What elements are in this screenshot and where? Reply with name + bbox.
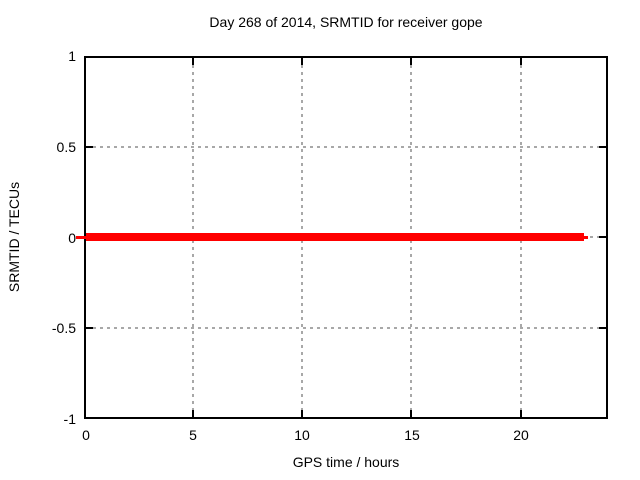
- x-tick-mark: [301, 410, 303, 417]
- x-tick-mark: [410, 410, 412, 417]
- x-tick-label: 20: [513, 427, 529, 443]
- x-tick-mark: [410, 58, 412, 65]
- chart-title: Day 268 of 2014, SRMTID for receiver gop…: [209, 14, 483, 30]
- y-tick-label: -0.5: [51, 320, 76, 336]
- srmtid-series-line: [86, 233, 584, 241]
- x-tick-label: 0: [82, 427, 90, 443]
- y-tick-label: 0.5: [56, 139, 76, 155]
- y-tick-mark: [599, 327, 606, 329]
- x-tick-mark: [192, 58, 194, 65]
- x-tick-mark: [520, 58, 522, 65]
- x-tick-label: 5: [189, 427, 197, 443]
- y-tick-label: -1: [63, 411, 76, 427]
- y-tick-mark: [86, 327, 93, 329]
- y-tick-mark: [86, 146, 93, 148]
- plot-area: [76, 56, 608, 419]
- x-tick-mark: [301, 58, 303, 65]
- gridline-horizontal: [86, 327, 606, 329]
- x-tick-mark: [192, 410, 194, 417]
- y-tick-label: 0: [68, 230, 76, 246]
- y-tick-mark: [599, 146, 606, 148]
- x-tick-label: 15: [404, 427, 420, 443]
- x-tick-label: 10: [294, 427, 310, 443]
- y-axis-label: SRMTID / TECUs: [6, 181, 22, 293]
- x-tick-mark: [520, 410, 522, 417]
- y-tick-label: 1: [68, 48, 76, 64]
- x-axis-label: GPS time / hours: [292, 454, 400, 470]
- gridline-horizontal: [86, 146, 606, 148]
- y-tick-mark: [599, 236, 606, 238]
